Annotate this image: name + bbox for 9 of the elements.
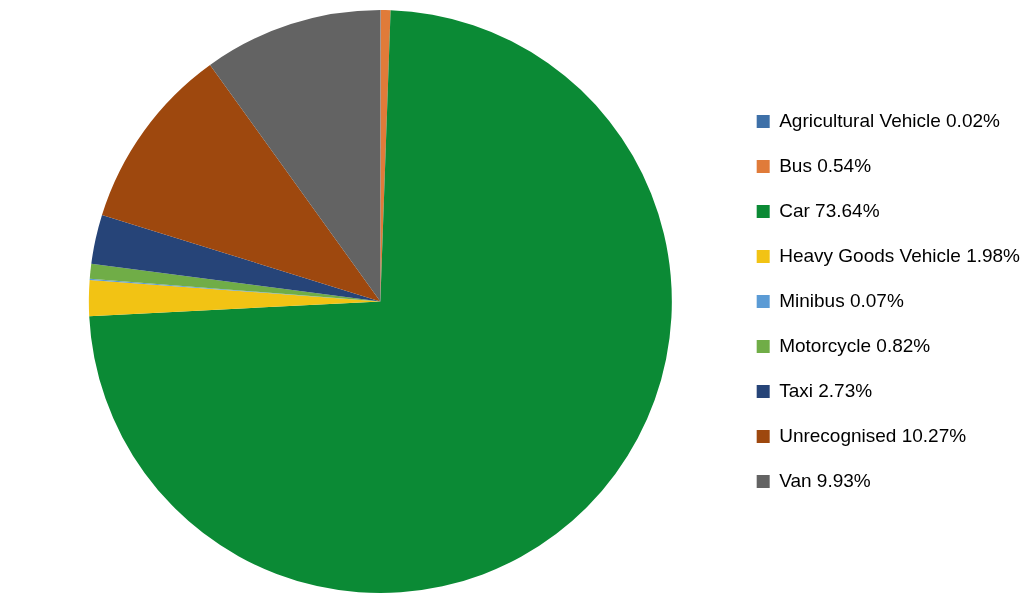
- legend-label: Heavy Goods Vehicle 1.98%: [779, 244, 1021, 266]
- legend-label: Bus 0.54%: [779, 154, 872, 176]
- legend-label: Car 73.64%: [779, 199, 880, 221]
- legend-label: Agricultural Vehicle 0.02%: [779, 109, 1001, 131]
- legend-label: Minibus 0.07%: [779, 289, 904, 311]
- legend-label: Unrecognised 10.27%: [779, 424, 967, 446]
- legend-label: Van 9.93%: [779, 469, 871, 491]
- legend-label: Motorcycle 0.82%: [779, 334, 931, 356]
- legend-label: Taxi 2.73%: [779, 379, 873, 401]
